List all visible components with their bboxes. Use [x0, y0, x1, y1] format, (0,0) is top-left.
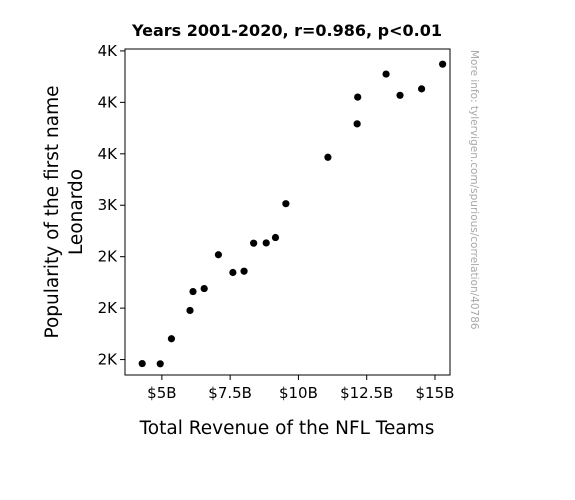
x-tick-label: $10B — [279, 384, 318, 402]
y-tick-label: 2K — [98, 248, 119, 266]
x-axis-label: Total Revenue of the NFL Teams — [139, 418, 435, 439]
y-axis-label-line-1: Popularity of the first name — [42, 85, 63, 338]
data-point — [417, 85, 426, 93]
x-tick-label: $7.5B — [208, 384, 252, 402]
data-point — [324, 153, 332, 161]
y-tick-label: 3K — [98, 196, 119, 214]
data-point — [396, 91, 404, 99]
data-point — [200, 284, 208, 293]
y-tick-label: 4K — [98, 42, 119, 60]
data-point — [382, 70, 390, 78]
data-point — [282, 200, 290, 208]
chart-title: Years 2001-2020, r=0.986, p<0.01 — [131, 21, 442, 40]
data-point — [271, 233, 280, 242]
y-axis-label: Popularity of the first name Leonardo — [42, 85, 87, 338]
x-tick-label: $5B — [147, 384, 176, 402]
data-point — [138, 359, 146, 368]
y-tick-label: 4K — [98, 145, 119, 163]
x-tick-label: $12.5B — [340, 384, 393, 402]
data-point — [439, 60, 447, 68]
data-points — [138, 60, 447, 368]
x-tick-label: $15B — [416, 384, 455, 402]
y-tick-label: 2K — [98, 351, 119, 369]
y-axis-label-line-2: Leonardo — [66, 169, 87, 255]
data-point — [262, 239, 270, 247]
data-point — [186, 306, 194, 315]
data-point — [214, 251, 223, 259]
data-point — [250, 239, 258, 247]
x-axis: $5B $7.5B $10B $12.5B $15B — [147, 375, 454, 402]
plot-area — [124, 48, 451, 376]
data-point — [167, 335, 176, 343]
data-point — [354, 93, 362, 101]
y-axis: 2K 2K 2K 3K 4K 4K 4K — [98, 42, 125, 369]
y-tick-label: 2K — [98, 299, 119, 317]
y-tick-label: 4K — [98, 93, 119, 111]
data-point — [353, 120, 361, 128]
data-point — [240, 267, 248, 275]
watermark: More info: tylervigen.com/spurious/corre… — [468, 50, 480, 330]
data-point — [156, 360, 164, 368]
data-point — [229, 268, 237, 277]
data-point — [189, 287, 197, 296]
